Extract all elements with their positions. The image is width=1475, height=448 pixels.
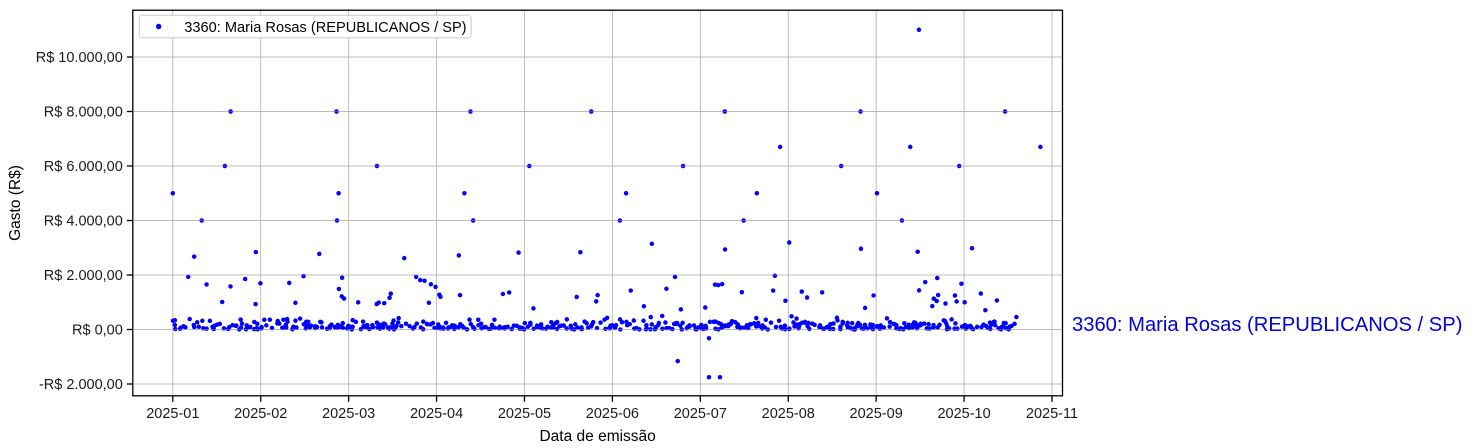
svg-text:Data de emissão: Data de emissão: [539, 428, 655, 445]
svg-text:2025-01: 2025-01: [146, 406, 199, 422]
svg-text:2025-08: 2025-08: [762, 406, 815, 422]
svg-text:R$ 10.000,00: R$ 10.000,00: [36, 50, 123, 66]
svg-text:2025-10: 2025-10: [937, 406, 990, 422]
svg-text:3360: Maria Rosas (REPUBLICANO: 3360: Maria Rosas (REPUBLICANOS / SP): [184, 20, 466, 36]
svg-text:2025-07: 2025-07: [674, 406, 727, 422]
svg-text:Gasto (R$): Gasto (R$): [7, 165, 24, 241]
svg-text:-R$ 2.000,00: -R$ 2.000,00: [39, 377, 123, 393]
svg-text:R$ 6.000,00: R$ 6.000,00: [44, 159, 123, 175]
svg-text:2025-06: 2025-06: [586, 406, 639, 422]
svg-text:R$ 2.000,00: R$ 2.000,00: [44, 268, 123, 284]
svg-text:2025-11: 2025-11: [1026, 406, 1078, 422]
svg-text:2025-09: 2025-09: [850, 406, 903, 422]
svg-text:2025-02: 2025-02: [234, 406, 287, 422]
svg-text:2025-05: 2025-05: [498, 406, 551, 422]
svg-text:R$ 8.000,00: R$ 8.000,00: [44, 105, 123, 121]
svg-text:2025-04: 2025-04: [410, 406, 463, 422]
svg-text:R$ 0,00: R$ 0,00: [72, 323, 123, 339]
svg-text:2025-03: 2025-03: [322, 406, 375, 422]
svg-text:R$ 4.000,00: R$ 4.000,00: [44, 214, 123, 230]
